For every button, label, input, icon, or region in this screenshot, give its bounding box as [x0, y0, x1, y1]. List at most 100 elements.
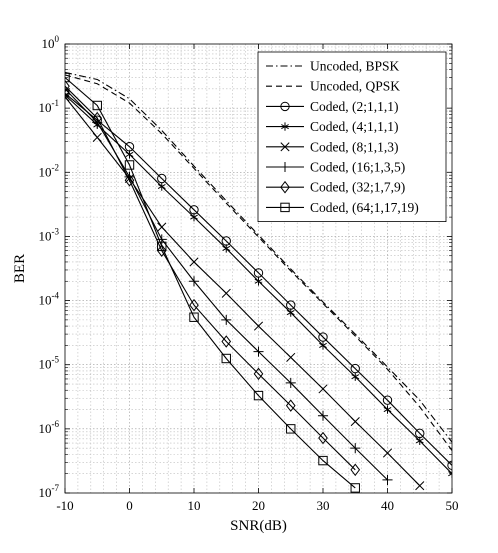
data-point — [124, 174, 135, 187]
legend-marker — [280, 202, 290, 213]
data-point — [189, 298, 199, 312]
legend-label: Coded, (16;1,3,5) — [310, 160, 405, 175]
legend-label: Coded, (32;1,7,9) — [310, 180, 405, 195]
data-point — [65, 72, 70, 83]
y-tick-label: 10-6 — [39, 419, 60, 436]
series-line — [65, 85, 356, 471]
data-point — [221, 288, 231, 298]
data-point — [382, 395, 393, 405]
x-axis-label: SNR(dB) — [230, 518, 287, 534]
data-point — [124, 160, 135, 170]
data-point — [189, 312, 199, 322]
legend-marker — [280, 101, 290, 112]
y-tick-exponent: -1 — [52, 98, 60, 108]
data-point — [65, 90, 69, 100]
series-line — [65, 74, 452, 451]
y-tick-exponent: -7 — [52, 483, 60, 493]
x-tick-label: 20 — [252, 498, 265, 513]
data-point — [383, 405, 392, 414]
data-point — [222, 244, 231, 253]
data-point — [125, 150, 134, 159]
y-tick-base: 10 — [39, 293, 52, 308]
data-point — [285, 377, 296, 388]
legend-label: Uncoded, QPSK — [310, 79, 400, 94]
data-point — [92, 100, 102, 111]
y-tick-base: 10 — [39, 421, 52, 436]
data-point — [156, 244, 167, 257]
y-tick-exponent: -2 — [52, 162, 60, 172]
y-tick-base: 10 — [39, 485, 52, 500]
legend-box — [257, 51, 447, 223]
y-tick-label: 10-2 — [39, 162, 60, 179]
y-tick-exponent: 0 — [55, 34, 60, 44]
y-tick-base: 10 — [39, 357, 52, 372]
data-point — [318, 431, 328, 445]
y-tick-label: 100 — [42, 34, 60, 51]
legend-item: Uncoded, QPSK — [266, 79, 400, 94]
data-point — [221, 314, 232, 325]
series-line — [65, 96, 421, 487]
data-point — [286, 308, 295, 317]
y-tick-label: 10-3 — [39, 226, 60, 243]
y-tick-label: 10-7 — [39, 483, 60, 500]
data-point — [448, 469, 452, 478]
series-layer — [65, 71, 452, 493]
y-tick-base: 10 — [39, 100, 52, 115]
series-3 — [65, 90, 452, 478]
data-point — [157, 182, 166, 191]
x-tick-label: 0 — [126, 498, 133, 513]
data-point — [253, 390, 264, 401]
data-point — [189, 257, 199, 267]
series-6 — [65, 79, 361, 477]
y-tick-exponent: -3 — [52, 226, 60, 236]
legend-item: Uncoded, BPSK — [266, 59, 400, 74]
series-line — [65, 92, 452, 466]
data-point — [221, 353, 231, 364]
series-1 — [65, 74, 452, 451]
legend-label: Coded, (64;1,17,19) — [310, 200, 419, 215]
x-tick-label: 30 — [317, 498, 330, 513]
data-point — [382, 474, 393, 485]
x-tick-label: 50 — [446, 498, 459, 513]
legend-item: Coded, (32;1,7,9) — [266, 180, 405, 195]
series-7 — [65, 72, 360, 493]
data-point — [190, 212, 198, 222]
data-point — [319, 341, 327, 350]
data-point — [253, 346, 264, 357]
y-axis-label: BER — [12, 254, 28, 283]
legend-marker — [280, 142, 290, 152]
x-tick-label: -10 — [56, 498, 73, 513]
data-point — [188, 276, 200, 287]
legend: Uncoded, BPSK Uncoded, QPSK Coded, (2;1,1,… — [257, 51, 447, 223]
y-tick-exponent: -4 — [52, 291, 60, 301]
data-point — [350, 416, 360, 427]
legend-marker — [280, 180, 290, 194]
data-point — [253, 321, 264, 331]
legend-item: Coded, (4;1,1,1) — [266, 119, 399, 134]
data-point — [286, 352, 296, 362]
legend-label: Coded, (2;1,1,1) — [310, 99, 399, 114]
data-point — [65, 92, 70, 102]
data-point — [254, 277, 263, 286]
legend-item: Coded, (16;1,3,5) — [266, 160, 405, 175]
y-tick-label: 10-4 — [39, 291, 60, 308]
axis-ticks: -10 0 10 20 30 40 5010010-110-210-310-410-510-… — [39, 34, 459, 513]
y-tick-label: 10-1 — [39, 98, 60, 115]
data-point — [415, 481, 425, 491]
x-tick-label: 40 — [381, 498, 394, 513]
data-point — [318, 384, 328, 394]
y-tick-base: 10 — [39, 164, 52, 179]
data-point — [415, 436, 424, 446]
legend-label: Coded, (4;1,1,1) — [310, 119, 399, 134]
y-tick-exponent: -5 — [52, 355, 60, 365]
data-point — [253, 367, 264, 381]
data-point — [351, 372, 360, 381]
y-tick-label: 10-5 — [39, 355, 60, 372]
data-point — [221, 335, 232, 348]
data-point — [317, 410, 329, 421]
data-point — [382, 448, 393, 458]
y-tick-base: 10 — [39, 228, 52, 243]
y-tick-base: 10 — [42, 36, 55, 51]
data-point — [318, 455, 328, 466]
